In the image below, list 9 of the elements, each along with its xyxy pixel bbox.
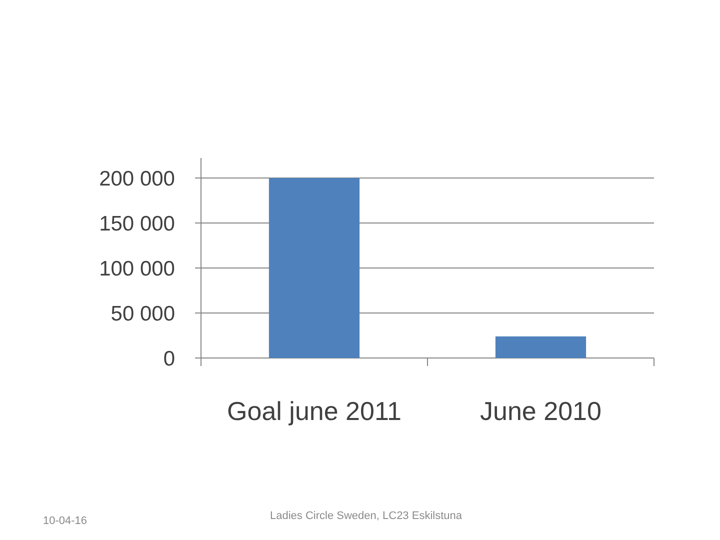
x-tick-label: Goal june 2011 <box>227 396 402 426</box>
y-tick-label: 200 000 <box>99 167 175 190</box>
text: 10-04-16 <box>43 515 88 527</box>
y-tick-label: 100 000 <box>99 257 175 280</box>
y-tick-label: 150 000 <box>99 212 175 236</box>
x-tick-label: June 2010 <box>480 396 602 426</box>
text: Ladies Circle Sweden, LC23 Eskilstuna <box>270 510 463 522</box>
y-tick-label: 50 000 <box>110 302 175 326</box>
y-tick-label: 0 <box>163 347 175 370</box>
